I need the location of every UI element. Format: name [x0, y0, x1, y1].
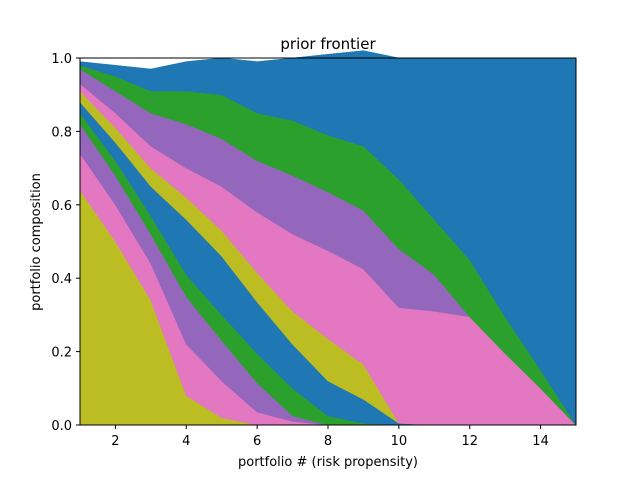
y-tick-label: 0.6: [51, 199, 72, 214]
plot-area: [79, 50, 577, 427]
y-axis: 0.0 0.2 0.4 0.6 0.8 1.0: [51, 52, 80, 434]
y-tick-label: 0.8: [51, 125, 72, 140]
x-tick-label: 6: [253, 434, 261, 449]
x-tick-label: 8: [324, 434, 332, 449]
x-axis-label: portfolio # (risk propensity): [238, 455, 418, 470]
x-tick-label: 12: [461, 434, 478, 449]
y-tick-label: 0.2: [51, 346, 72, 361]
y-tick-label: 0.0: [51, 419, 72, 434]
y-tick-label: 0.4: [51, 272, 72, 287]
x-axis: 2 4 6 8 10 12 14: [111, 425, 549, 449]
chart-title: prior frontier: [280, 35, 376, 53]
y-axis-label: portfolio composition: [29, 173, 44, 311]
x-tick-label: 2: [111, 434, 119, 449]
x-tick-label: 14: [532, 434, 549, 449]
x-tick-label: 10: [391, 434, 408, 449]
x-tick-label: 4: [182, 434, 190, 449]
y-tick-label: 1.0: [51, 52, 72, 67]
